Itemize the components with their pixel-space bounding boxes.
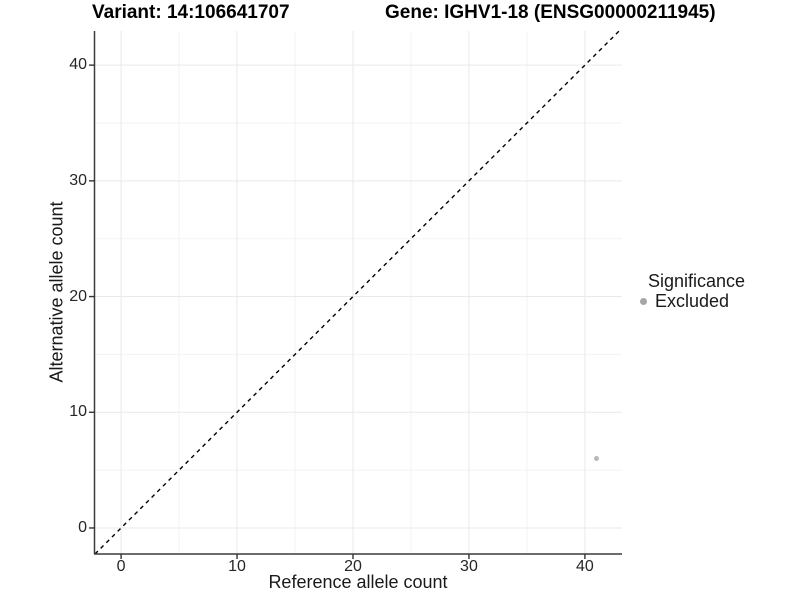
x-tick-label-10: 10 [228, 558, 246, 575]
y-tick-label-20: 20 [69, 287, 87, 305]
x-tick-label-30: 30 [460, 558, 478, 575]
y-tick-label-30: 30 [69, 171, 87, 189]
legend-point-icon [640, 298, 647, 305]
y-tick-label-0: 0 [78, 518, 87, 536]
x-tick-label-20: 20 [344, 558, 362, 575]
y-tick-label-10: 10 [69, 403, 87, 421]
x-tick-label-40: 40 [575, 558, 594, 575]
gene-title: Gene: IGHV1-18 (ENSG00000211945) [385, 2, 716, 23]
x-tick-label-0: 0 [116, 558, 126, 575]
data-point [593, 456, 599, 462]
legend-title: Significance [648, 271, 746, 291]
x-axis-title: Reference allele count [268, 572, 448, 592]
variant-title: Variant: 14:106641707 [92, 2, 290, 23]
identity-dashed-line [94, 30, 620, 555]
y-tick-label-40: 40 [69, 56, 87, 74]
legend-item-label: Excluded [655, 291, 730, 311]
